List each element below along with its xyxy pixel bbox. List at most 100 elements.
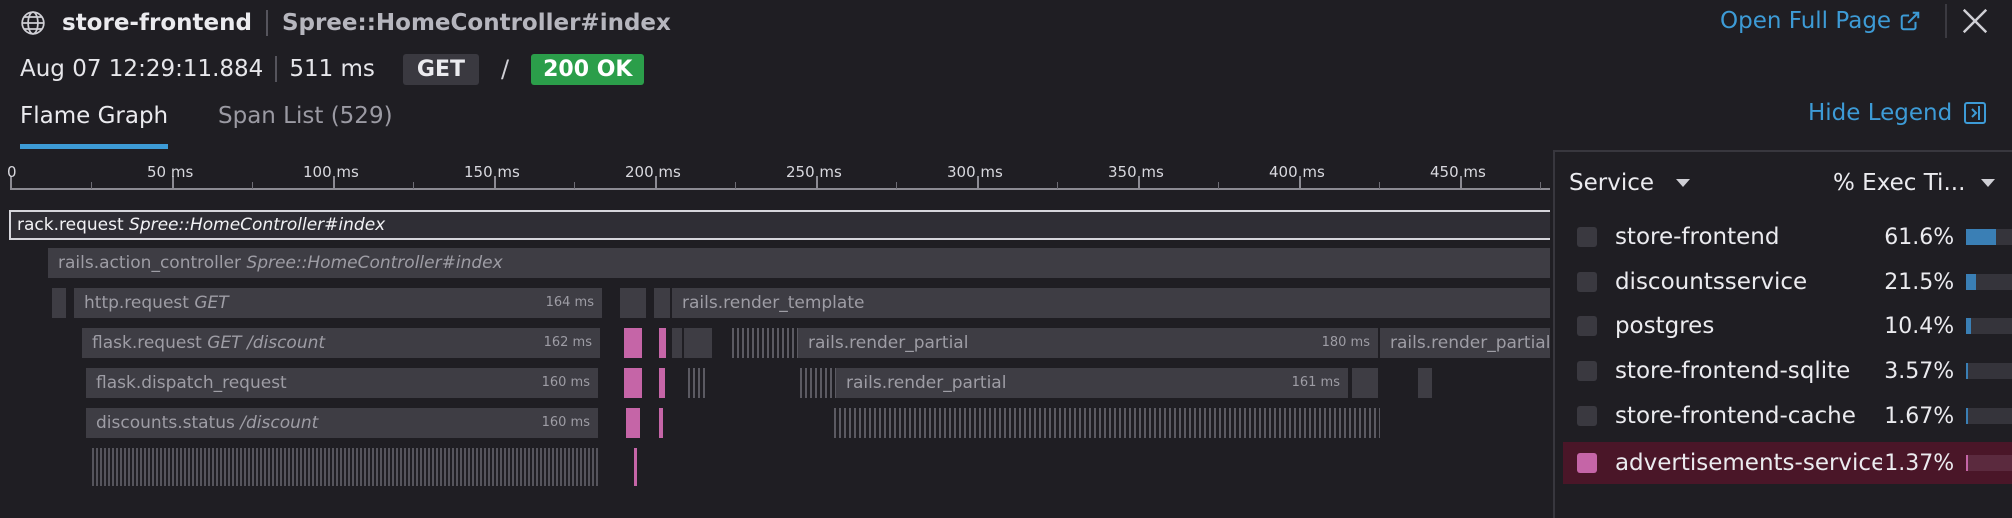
legend-exec-label: % Exec Ti...: [1833, 170, 1966, 196]
span-advertisements[interactable]: [624, 328, 642, 358]
span-advertisements[interactable]: [634, 448, 637, 486]
span-http-request[interactable]: http.request GET 164 ms: [74, 288, 602, 318]
close-icon[interactable]: [1960, 6, 1990, 36]
legend-service-name: postgres: [1614, 313, 1715, 339]
span-flask-dispatch-request[interactable]: flask.dispatch_request 160 ms: [86, 368, 598, 398]
axis-tick-label: 250 ms: [786, 163, 842, 181]
service-name[interactable]: store-frontend: [62, 10, 252, 36]
axis-tick: [1138, 176, 1140, 189]
span-block[interactable]: [672, 328, 682, 358]
trace-header: store-frontend Spree::HomeController#ind…: [20, 8, 671, 38]
span-rails-render-partial[interactable]: rails.render_partial 180 ms: [798, 328, 1378, 358]
legend-checkbox[interactable]: [1577, 453, 1597, 473]
span-flask-request[interactable]: flask.request GET /discount 162 ms: [82, 328, 600, 358]
legend-bar-fill: [1966, 274, 1977, 290]
legend-percent: 61.6%: [1884, 224, 1955, 250]
legend-row-highlighted[interactable]: advertisements-service 1.37%: [1563, 442, 2012, 484]
legend-service-name: discountsservice: [1614, 269, 1808, 295]
span-rails-action-controller[interactable]: rails.action_controller Spree::HomeContr…: [48, 248, 1550, 278]
divider: [1553, 150, 2012, 152]
span-rails-render-template[interactable]: rails.render_template: [672, 288, 1550, 318]
axis-tick-label: 150 ms: [464, 163, 520, 181]
legend-bar: [1966, 455, 2012, 471]
span-discounts-status[interactable]: discounts.status /discount 160 ms: [86, 408, 598, 438]
span-duration: 161 ms: [1291, 375, 1340, 390]
span-duration: 164 ms: [545, 295, 594, 310]
axis-tick-label: 50 ms: [147, 163, 194, 181]
span-rails-render-partial[interactable]: rails.render_partial: [1380, 328, 1550, 358]
span-name: rack.request: [17, 215, 124, 235]
span-duration: 160 ms: [541, 415, 590, 430]
span-advertisements[interactable]: [624, 368, 642, 398]
span-block[interactable]: [1418, 368, 1432, 398]
span-name: rails.render_partial: [846, 373, 1007, 393]
axis-tick: [977, 176, 979, 189]
legend-bar-fill: [1966, 363, 1969, 379]
divider: [275, 56, 278, 82]
legend-row[interactable]: discountsservice 21.5%: [1563, 262, 2012, 302]
span-name: http.request: [84, 293, 189, 313]
legend-row[interactable]: store-frontend-sqlite 3.57%: [1563, 351, 2012, 391]
span-block[interactable]: [654, 288, 670, 318]
span-resource: GET: [194, 293, 229, 313]
open-full-page-link[interactable]: Open Full Page: [1720, 8, 1921, 34]
span-name: flask.dispatch_request: [96, 373, 287, 393]
span-block[interactable]: [684, 328, 712, 358]
span-duration: 162 ms: [543, 335, 592, 350]
span-name: rails.render_template: [682, 293, 865, 313]
axis-tick: [655, 176, 657, 189]
span-name: rails.render_partial: [808, 333, 969, 353]
span-cluster[interactable]: [800, 368, 836, 398]
span-block[interactable]: [1352, 368, 1378, 398]
hide-legend-label: Hide Legend: [1808, 100, 1953, 126]
span-resource: GET /discount: [207, 333, 326, 353]
span-advertisements[interactable]: [626, 408, 640, 438]
divider: [1945, 4, 1947, 38]
legend-row[interactable]: store-frontend 61.6%: [1563, 217, 2012, 257]
legend-row[interactable]: postgres 10.4%: [1563, 306, 2012, 346]
legend-checkbox[interactable]: [1577, 272, 1597, 292]
span-rack-request[interactable]: rack.request Spree::HomeController#index: [9, 210, 1550, 240]
axis-tick-label: 400 ms: [1269, 163, 1325, 181]
legend-checkbox[interactable]: [1577, 361, 1597, 381]
span-advertisements[interactable]: [659, 368, 665, 398]
legend-service-name: store-frontend-cache: [1614, 403, 1856, 429]
divider: [265, 10, 268, 36]
legend-service-name: store-frontend-sqlite: [1614, 358, 1851, 384]
legend-service-label: Service: [1569, 170, 1655, 196]
span-resource: /discount: [240, 413, 319, 433]
span-block[interactable]: [52, 288, 66, 318]
axis-tick: [494, 176, 496, 189]
axis-tick-label: 100 ms: [303, 163, 359, 181]
legend-checkbox[interactable]: [1577, 227, 1597, 247]
trace-meta: Aug 07 12:29:11.884 511 ms GET / 200 OK: [20, 52, 645, 86]
legend-service-header[interactable]: Service: [1569, 170, 1691, 196]
legend-row[interactable]: store-frontend-cache 1.67%: [1563, 396, 2012, 436]
globe-icon: [21, 11, 45, 35]
hide-legend-button[interactable]: Hide Legend: [1808, 100, 1987, 126]
span-cluster[interactable]: [688, 368, 708, 398]
legend-percent: 1.37%: [1884, 450, 1955, 476]
legend-checkbox[interactable]: [1577, 406, 1597, 426]
span-block[interactable]: [620, 288, 646, 318]
tab-span-list[interactable]: Span List (529): [218, 103, 393, 129]
url-path: /: [501, 55, 510, 83]
legend-bar: [1966, 363, 2012, 379]
legend-percent: 1.67%: [1884, 403, 1955, 429]
span-cluster[interactable]: [834, 408, 1380, 438]
legend-checkbox[interactable]: [1577, 316, 1597, 336]
flame-graph[interactable]: 0 50 ms 100 ms 150 ms 200 ms 250 ms 300 …: [0, 150, 1550, 518]
span-cluster[interactable]: [92, 448, 598, 486]
axis-tick: [333, 176, 335, 189]
span-cluster[interactable]: [732, 328, 800, 358]
span-duration: 160 ms: [541, 375, 590, 390]
span-advertisements[interactable]: [659, 328, 666, 358]
service-legend: Service % Exec Ti... store-frontend 61.6…: [1553, 150, 2012, 518]
legend-exec-header[interactable]: % Exec Ti...: [1833, 170, 1996, 196]
axis-tick-label: 0: [7, 163, 17, 181]
span-advertisements[interactable]: [659, 408, 663, 438]
span-rails-render-partial[interactable]: rails.render_partial 161 ms: [836, 368, 1348, 398]
trace-timestamp: Aug 07 12:29:11.884: [20, 56, 264, 82]
tab-flame-graph[interactable]: Flame Graph: [20, 103, 169, 129]
legend-service-name: store-frontend: [1614, 224, 1780, 250]
